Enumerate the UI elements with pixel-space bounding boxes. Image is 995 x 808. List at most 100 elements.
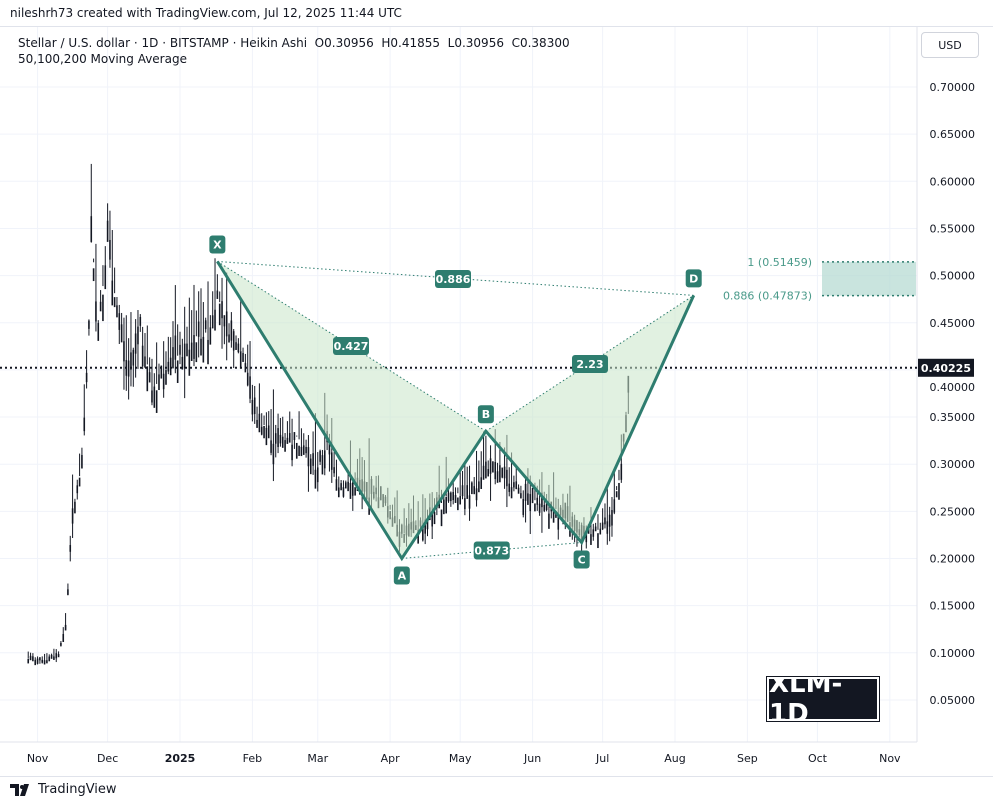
candle-body: [181, 356, 184, 370]
candle-body: [256, 419, 258, 428]
candle-body: [349, 483, 352, 499]
candle-body: [489, 458, 492, 474]
footer-brand[interactable]: TradingView: [10, 782, 117, 797]
candle-body: [534, 503, 536, 512]
candle-body: [288, 433, 291, 443]
candle-body: [298, 445, 300, 456]
candle-body: [347, 481, 349, 492]
candle-body: [613, 499, 616, 513]
zone-top-label: 1 (0.51459): [747, 256, 812, 269]
candle-body: [92, 268, 95, 282]
candle-body: [176, 360, 179, 384]
candle-body: [466, 485, 469, 499]
candle-body: [552, 507, 555, 523]
candle-body: [321, 455, 324, 475]
candle-body: [543, 504, 546, 511]
candle-body: [606, 521, 609, 534]
candle-body: [480, 477, 483, 489]
y-tick-label: 0.20000: [930, 553, 976, 566]
x-tick-label: Oct: [808, 752, 828, 765]
candle-body: [494, 461, 497, 480]
candle-body: [524, 483, 527, 501]
candle-body: [281, 436, 284, 448]
price-chart[interactable]: 0.70000 0.65000 0.60000 0.55000 0.50000 0.450…: [0, 0, 995, 775]
point-label-X: X: [213, 238, 222, 251]
x-tick-label: 2025: [165, 752, 196, 765]
candle-body: [151, 390, 153, 403]
candle-body: [260, 426, 263, 435]
indicator-legend[interactable]: 50,100,200 Moving Average: [18, 52, 187, 66]
candle-body: [615, 491, 618, 498]
candle-body: [302, 445, 305, 455]
ratio-label-XB: 0.427: [334, 340, 369, 353]
ratio-badge: [435, 270, 471, 288]
candle-body: [48, 656, 51, 662]
candle-body: [235, 342, 237, 350]
currency-button[interactable]: USD: [921, 32, 979, 58]
candle-body: [440, 509, 443, 527]
candle-body: [482, 465, 485, 480]
candle-body: [485, 461, 487, 479]
candle-body: [202, 336, 205, 363]
candle-body: [193, 335, 195, 359]
candle-body: [319, 450, 321, 462]
candle-body: [64, 624, 67, 631]
candle-body: [468, 495, 471, 509]
ratio-badge: [333, 337, 369, 355]
candle-body: [450, 492, 452, 502]
candle-body: [520, 493, 522, 499]
candle-body: [197, 321, 200, 337]
candle-body: [155, 390, 158, 413]
x-tick-label: Nov: [879, 752, 901, 765]
candle-body: [323, 450, 326, 469]
candle-body: [99, 301, 102, 312]
candle-body: [340, 483, 342, 491]
candle-body: [459, 496, 461, 505]
point-label-D: D: [689, 272, 698, 285]
candle-body: [216, 290, 219, 299]
x-tick-label: Aug: [664, 752, 685, 765]
candle-body: [167, 361, 170, 372]
candle-body: [130, 352, 132, 370]
candle-body: [513, 482, 515, 488]
candle-body: [225, 311, 228, 337]
candle-body: [590, 534, 592, 545]
y-tick-label: 0.30000: [930, 458, 976, 471]
y-tick-label: 0.35000: [930, 411, 976, 424]
candle-body: [335, 479, 338, 491]
candle-body: [251, 399, 254, 415]
candle-body: [169, 357, 172, 376]
candle-body: [200, 338, 202, 356]
candle-body: [431, 511, 433, 527]
candle-body: [221, 301, 223, 319]
chart-frame: [0, 26, 993, 777]
candle-body: [527, 493, 529, 505]
candle-body: [473, 486, 476, 495]
candle-body: [183, 343, 186, 369]
candle-body: [592, 529, 595, 537]
point-badge-X: [209, 235, 226, 254]
candle-body: [232, 331, 235, 351]
candle-body: [529, 494, 532, 512]
point-label-C: C: [578, 553, 586, 566]
candle-body: [557, 515, 560, 530]
candle-body: [522, 499, 525, 515]
candle-body: [78, 477, 81, 487]
candle-body: [132, 349, 135, 366]
x-tick-label: Jun: [523, 752, 541, 765]
candle-body: [188, 349, 191, 376]
candle-body: [118, 313, 121, 330]
candle-body: [139, 316, 142, 326]
candle-body: [461, 485, 464, 497]
candle-body: [242, 353, 244, 362]
candle-body: [211, 315, 214, 329]
candle-body: [265, 427, 268, 446]
candle-body: [611, 510, 613, 526]
brand-label: TradingView: [38, 782, 117, 797]
candle-body: [239, 351, 242, 369]
candle-body: [274, 433, 277, 444]
candle-body: [97, 323, 100, 341]
candle-body: [601, 522, 604, 530]
candle-body: [354, 487, 356, 496]
candle-body: [249, 376, 251, 399]
